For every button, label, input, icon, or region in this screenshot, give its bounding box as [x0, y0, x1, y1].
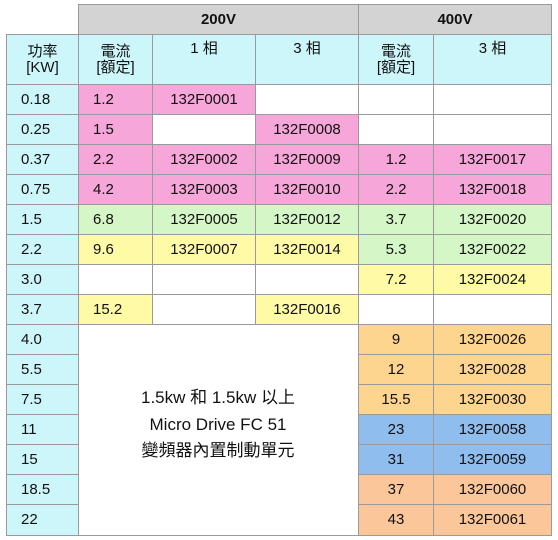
builtin-brake-note: 1.5kw 和 1.5kw 以上 Micro Drive FC 51 變頻器內置… [78, 324, 358, 534]
table-cell-power: 7.5 [6, 384, 79, 415]
note-line-2: Micro Drive FC 51 [149, 414, 287, 434]
column-header-power: 功率 [KW] [6, 34, 79, 85]
table-cell-cur400 [358, 84, 434, 115]
table-cell-power: 22 [6, 504, 79, 536]
column-header-1-phase-200v: 1 相 [152, 34, 256, 85]
table-cell-cur200: 1.2 [78, 84, 153, 115]
table-cell-cur200: 2.2 [78, 144, 153, 175]
table-cell-power: 0.75 [6, 174, 79, 205]
column-header-current-400v-line1: 電流 [380, 42, 411, 60]
table-cell-power: 18.5 [6, 474, 79, 505]
table-cell-cur400: 3.7 [358, 204, 434, 235]
table-cell-cur200 [78, 264, 153, 295]
table-cell-power: 0.37 [6, 144, 79, 175]
table-cell-power: 11 [6, 414, 79, 445]
table-cell-p1 [152, 114, 256, 145]
group-header-200v: 200V [78, 4, 359, 35]
table-cell-cur200: 4.2 [78, 174, 153, 205]
table-cell-power: 5.5 [6, 354, 79, 385]
table-cell-p1: 132F0003 [152, 174, 256, 205]
table-cell-p3-400: 132F0060 [433, 474, 552, 505]
table-cell-p3: 132F0009 [255, 144, 359, 175]
table-cell-cur400: 7.2 [358, 264, 434, 295]
table-cell-p3: 132F0008 [255, 114, 359, 145]
table-cell-power: 3.7 [6, 294, 79, 325]
note-cell-frame [78, 324, 359, 536]
table-cell-p3: 132F0016 [255, 294, 359, 325]
column-header-current-200v-line2: [額定] [96, 58, 135, 76]
table-cell-cur400: 23 [358, 414, 434, 445]
table-cell-cur200: 1.5 [78, 114, 153, 145]
table-cell-p1 [152, 264, 256, 295]
table-cell-power: 3.0 [6, 264, 79, 295]
column-header-current-400v: 電流 [額定] [358, 34, 434, 85]
table-cell-p3-400: 132F0058 [433, 414, 552, 445]
table-cell-cur400: 43 [358, 504, 434, 536]
table-cell-p3: 132F0012 [255, 204, 359, 235]
table-cell-p1: 132F0005 [152, 204, 256, 235]
table-cell-p1: 132F0002 [152, 144, 256, 175]
table-cell-power: 2.2 [6, 234, 79, 265]
note-line-1: 1.5kw 和 1.5kw 以上 [141, 388, 295, 408]
table-cell-p3 [255, 84, 359, 115]
table-cell-p3: 132F0010 [255, 174, 359, 205]
table-cell-cur400: 5.3 [358, 234, 434, 265]
table-cell-cur400: 15.5 [358, 384, 434, 415]
table-cell-power: 0.25 [6, 114, 79, 145]
table-cell-cur400: 2.2 [358, 174, 434, 205]
table-cell-cur200: 6.8 [78, 204, 153, 235]
table-cell-p3-400: 132F0020 [433, 204, 552, 235]
table-cell-p3-400: 132F0022 [433, 234, 552, 265]
group-header-400v: 400V [358, 4, 552, 35]
table-cell-cur400: 9 [358, 324, 434, 355]
table-cell-power: 15 [6, 444, 79, 475]
table-cell-p3-400: 132F0028 [433, 354, 552, 385]
column-header-3-phase-200v: 3 相 [255, 34, 359, 85]
table-cell-p3-400: 132F0018 [433, 174, 552, 205]
table-cell-power: 4.0 [6, 324, 79, 355]
table-cell-p3 [255, 264, 359, 295]
table-cell-p3-400: 132F0030 [433, 384, 552, 415]
table-cell-cur400: 12 [358, 354, 434, 385]
table-cell-power: 1.5 [6, 204, 79, 235]
table-cell-p1 [152, 294, 256, 325]
table-cell-p3-400: 132F0059 [433, 444, 552, 475]
table-cell-cur200: 9.6 [78, 234, 153, 265]
table-cell-p1: 132F0001 [152, 84, 256, 115]
table-cell-p3-400: 132F0024 [433, 264, 552, 295]
column-header-current-400v-line2: [額定] [376, 58, 416, 76]
table-cell-p3: 132F0014 [255, 234, 359, 265]
table-cell-cur200: 15.2 [78, 294, 153, 325]
column-header-power-line1: 功率 [27, 42, 58, 60]
column-header-power-line2: [KW] [26, 58, 59, 76]
column-header-current-200v-line1: 電流 [100, 42, 131, 60]
table-cell-p3-400: 132F0017 [433, 144, 552, 175]
table-cell-cur400 [358, 114, 434, 145]
table-cell-p3-400: 132F0026 [433, 324, 552, 355]
table-cell-p3-400 [433, 114, 552, 145]
table-cell-cur400 [358, 294, 434, 325]
column-header-3-phase-400v: 3 相 [433, 34, 552, 85]
column-header-current-200v: 電流 [額定] [78, 34, 153, 85]
note-line-3: 變頻器內置制動單元 [141, 441, 295, 461]
table-cell-power: 0.18 [6, 84, 79, 115]
table-cell-p1: 132F0007 [152, 234, 256, 265]
table-cell-cur400: 31 [358, 444, 434, 475]
table-cell-p3-400: 132F0061 [433, 504, 552, 536]
table-cell-p3-400 [433, 84, 552, 115]
table-cell-cur400: 1.2 [358, 144, 434, 175]
table-cell-cur400: 37 [358, 474, 434, 505]
table-cell-p3-400 [433, 294, 552, 325]
